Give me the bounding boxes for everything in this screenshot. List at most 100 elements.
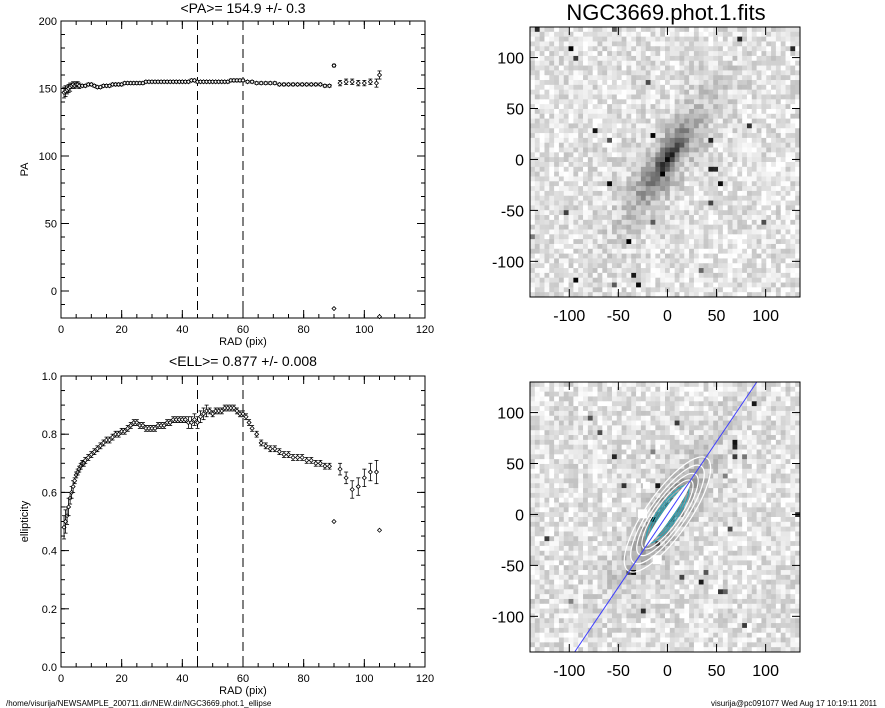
img1-pixel — [771, 31, 777, 38]
img1-pixel — [689, 272, 695, 279]
ell-data-point — [290, 454, 296, 461]
img2-pixel — [607, 382, 613, 388]
img1-pixel — [563, 113, 569, 120]
img1-pixel — [761, 75, 767, 81]
img1-pixel — [602, 287, 608, 293]
img2-pixel — [549, 430, 555, 436]
img2-pixel — [554, 439, 560, 446]
img1-pixel — [587, 36, 594, 42]
img1-pixel — [727, 51, 733, 57]
img1-pixel — [631, 171, 637, 177]
img1-pixel — [771, 219, 777, 226]
img2-pixel — [727, 439, 733, 446]
img1-pixel — [558, 248, 565, 255]
img1-pixel — [563, 41, 569, 47]
img2-pixel — [636, 396, 642, 402]
img1-pixel — [616, 46, 623, 52]
img1-pixel — [650, 99, 656, 105]
img2-pixel — [534, 439, 541, 446]
img2-pixel — [563, 410, 569, 417]
img1-pixel — [771, 181, 777, 187]
img1-pixel — [766, 263, 772, 269]
img2-pixel — [578, 386, 584, 393]
img1-pixel — [563, 287, 569, 293]
img1-pixel — [549, 104, 555, 110]
img1-pixel — [722, 162, 729, 168]
img1-pixel — [568, 94, 574, 100]
img2-pixel — [568, 415, 574, 421]
img1-pixel — [607, 142, 613, 148]
img1-pixel — [775, 248, 782, 255]
img2-pixel — [742, 435, 748, 441]
img1-pixel — [655, 36, 661, 42]
img1-pixel — [756, 181, 762, 187]
img1-pixel — [689, 94, 695, 100]
img1-pixel — [583, 113, 589, 120]
img1-pixel — [732, 253, 738, 259]
img1-pixel — [544, 152, 550, 158]
img2-pixel — [693, 391, 700, 397]
img1-pixel — [626, 51, 632, 57]
img2-pixel — [785, 415, 791, 421]
img1-pixel — [568, 84, 574, 91]
img1-pixel — [698, 229, 704, 235]
img1-pixel — [660, 60, 666, 66]
img2-pixel — [718, 396, 724, 402]
img1-pixel — [713, 258, 719, 264]
img2-pixel — [693, 386, 700, 393]
img1-pixel — [554, 142, 560, 148]
img2-pixel — [771, 391, 777, 397]
img2-pixel — [534, 420, 541, 426]
img2-pixel — [679, 444, 685, 450]
img1-pixel — [698, 205, 704, 211]
img1-pixel — [727, 210, 733, 216]
img1-pixel — [539, 60, 545, 66]
img1-pixel — [539, 186, 545, 192]
img1-pixel — [727, 36, 733, 42]
img2-pixel — [650, 444, 656, 450]
img1-pixel — [761, 243, 767, 250]
img2-pixel — [790, 406, 796, 412]
img1-pixel — [568, 195, 574, 201]
ell-data-point — [216, 408, 222, 414]
img2-pixel — [645, 444, 651, 450]
img1-pixel — [626, 210, 632, 216]
ell-data-point — [207, 408, 213, 414]
img2-pixel — [785, 435, 791, 441]
img1-pixel — [746, 46, 753, 52]
img1-pixel — [713, 41, 719, 47]
img1-pixel — [737, 133, 743, 139]
img1-pixel — [761, 104, 767, 110]
img1-pixel — [597, 239, 603, 245]
img1-pixel — [751, 210, 758, 216]
img1-pixel — [554, 89, 560, 95]
img2-pixel — [640, 415, 647, 421]
img2-pixel — [645, 386, 651, 393]
img1-pixel — [554, 128, 560, 134]
pa-data-point — [146, 79, 152, 85]
img2-pixel — [761, 439, 767, 446]
img1-pixel — [621, 60, 627, 66]
img1-pixel — [530, 147, 536, 153]
img1-pixel — [592, 133, 598, 139]
img1-pixel — [669, 147, 676, 153]
img1-pixel — [616, 210, 623, 216]
img1-pixel — [790, 186, 796, 192]
img1-pixel — [592, 142, 598, 148]
img1-pixel — [573, 147, 579, 153]
img1-pixel — [597, 128, 603, 134]
ell-data-point — [131, 419, 137, 426]
img1-pixel — [761, 133, 767, 139]
img2-pixel — [530, 391, 536, 397]
img2-pixel — [636, 410, 642, 417]
img1-pixel — [621, 205, 627, 211]
img1-pixel — [693, 123, 700, 129]
img1-pixel — [684, 224, 690, 230]
img2-pixel — [669, 386, 676, 393]
img1-pixel — [674, 46, 680, 52]
ell-data-point — [243, 414, 249, 420]
img1-pixel — [640, 224, 647, 230]
img1-pixel — [602, 282, 608, 288]
img1-pixel — [756, 171, 762, 177]
